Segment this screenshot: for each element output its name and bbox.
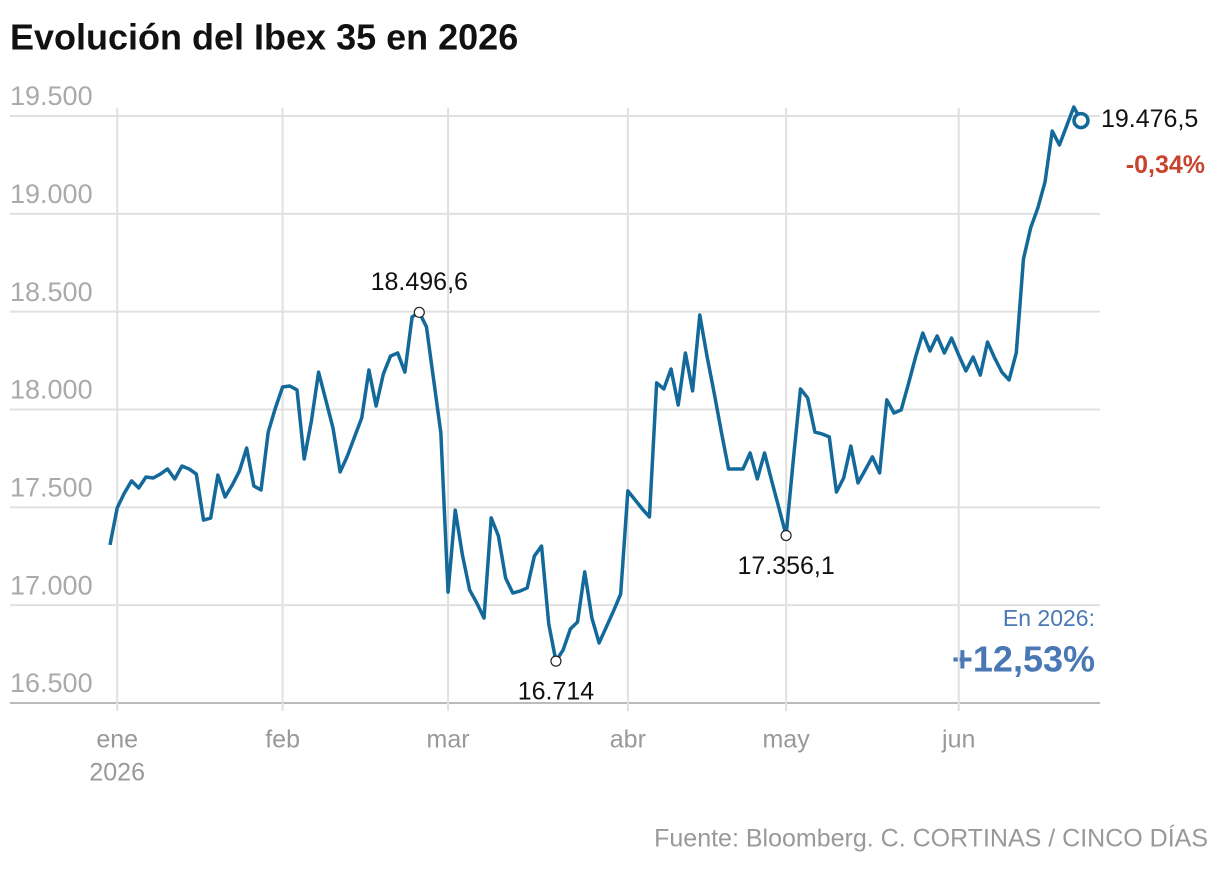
x-tick-label: feb xyxy=(265,726,300,754)
y-tick-label: 19.000 xyxy=(10,179,93,209)
chart-title: Evolución del Ibex 35 en 2026 xyxy=(10,17,518,58)
y-tick-label: 19.500 xyxy=(10,81,93,111)
point-marker xyxy=(413,306,425,318)
ytd-label: En 2026: xyxy=(1003,605,1095,631)
value-label: 17.356,1 xyxy=(737,552,834,580)
x-year-label: 2026 xyxy=(89,759,145,787)
y-tick-label: 17.500 xyxy=(10,472,93,502)
y-tick-label: 18.000 xyxy=(10,375,93,405)
value-label: 16.714 xyxy=(518,678,595,706)
value-label: 19.476,5 xyxy=(1101,105,1198,133)
source: Fuente: Bloomberg. C. CORTINAS / CINCO D… xyxy=(654,824,1208,853)
x-tick-label: abr xyxy=(610,726,646,754)
y-tick-label: 17.000 xyxy=(10,570,93,600)
y-tick-label: 18.500 xyxy=(10,277,93,307)
last-change: -0,34% xyxy=(1126,151,1205,179)
value-label: 18.496,6 xyxy=(371,268,468,296)
x-tick-label: mar xyxy=(427,726,470,754)
point-marker xyxy=(550,655,562,667)
ytd-change: +12,53% xyxy=(952,639,1095,680)
x-tick-label: may xyxy=(762,726,810,754)
line xyxy=(108,105,1083,663)
x-tick-label: ene xyxy=(96,726,138,754)
y-tick-label: 16.500 xyxy=(10,668,93,698)
x-tick-label: jun xyxy=(941,726,975,754)
point-marker xyxy=(780,529,792,542)
last-point xyxy=(1072,111,1090,130)
